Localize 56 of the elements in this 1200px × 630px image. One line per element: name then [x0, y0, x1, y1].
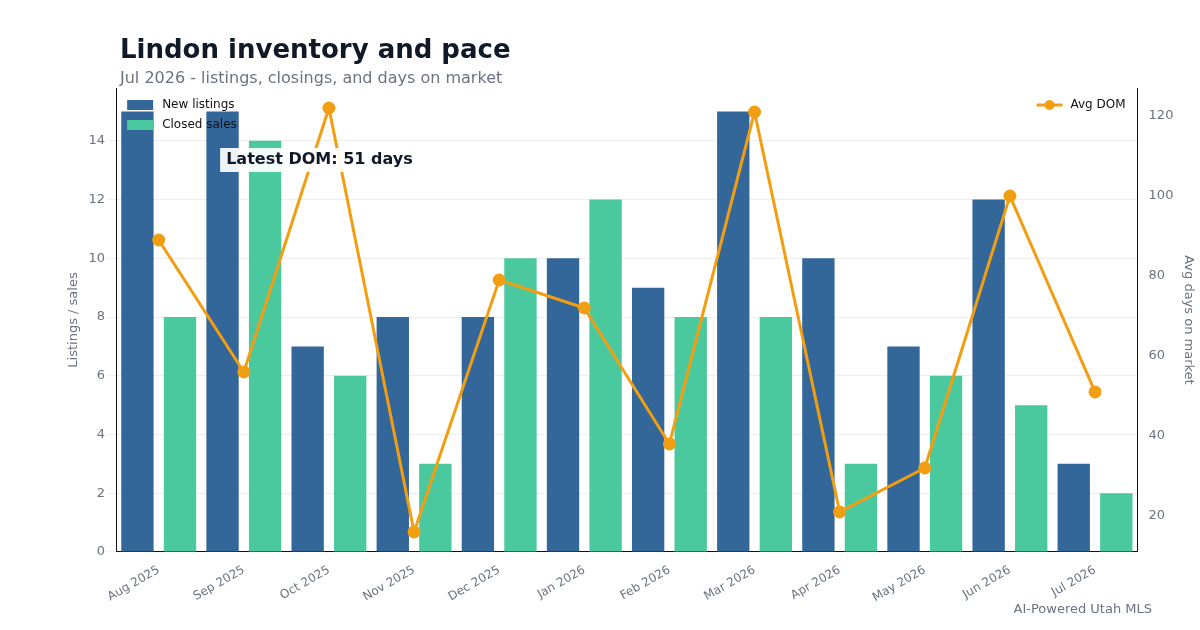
y-tick-label: 14	[88, 132, 106, 148]
point	[152, 233, 166, 247]
y-tick-label: 4	[96, 425, 106, 441]
point	[918, 461, 932, 475]
y-tick-label: 6	[96, 367, 106, 383]
y2-tick-label: 100	[1148, 187, 1174, 203]
annotation: Latest DOM: 51 days	[226, 149, 413, 169]
y2-tick-label: 60	[1148, 347, 1166, 363]
y-tick-label: 12	[88, 190, 106, 206]
bar	[504, 258, 537, 552]
bar	[887, 346, 920, 552]
point	[322, 101, 336, 115]
y2-tick-label: 20	[1148, 507, 1166, 523]
point	[577, 301, 591, 315]
y-tick-label: 0	[96, 543, 106, 559]
legend-label: Closed sales	[162, 117, 237, 132]
bar	[163, 317, 197, 552]
bar	[589, 199, 622, 552]
chart-subtitle: Jul 2026 - listings, closings, and days on market	[120, 68, 503, 87]
bar	[717, 111, 750, 552]
bar	[291, 346, 324, 552]
bar	[1100, 493, 1133, 552]
bar	[631, 287, 665, 552]
point	[237, 365, 251, 379]
chart-title: Lindon inventory and pace	[120, 34, 511, 64]
bar	[334, 375, 367, 552]
bar	[461, 317, 495, 552]
text: AI-Powered Utah MLS	[1013, 601, 1152, 616]
y-axis-title: Listings / sales	[65, 272, 81, 368]
y-tick-label: 2	[96, 484, 106, 500]
bar	[802, 258, 835, 552]
y2-tick-label: 120	[1148, 107, 1174, 123]
bar	[1057, 463, 1090, 552]
point	[833, 505, 847, 519]
point	[492, 273, 506, 287]
bar	[759, 317, 792, 552]
bar	[546, 258, 580, 552]
legend-label: New listings	[162, 97, 235, 112]
bar	[376, 317, 409, 552]
point	[407, 525, 421, 539]
point	[748, 105, 762, 119]
point	[1088, 385, 1102, 399]
y-tick-label: 10	[88, 249, 106, 265]
bar	[929, 375, 963, 552]
bar	[419, 463, 452, 552]
bar	[972, 199, 1005, 552]
point	[1003, 189, 1017, 203]
bar	[1015, 405, 1048, 552]
bar	[844, 463, 878, 552]
y2-tick-label: 80	[1148, 267, 1166, 283]
y2-axis-title: Avg days on market	[1181, 255, 1197, 385]
legend-label: Avg DOM	[1070, 97, 1126, 112]
point	[662, 437, 676, 451]
y-tick-label: 8	[96, 308, 106, 324]
y2-tick-label: 40	[1148, 427, 1166, 443]
bar	[674, 317, 707, 552]
